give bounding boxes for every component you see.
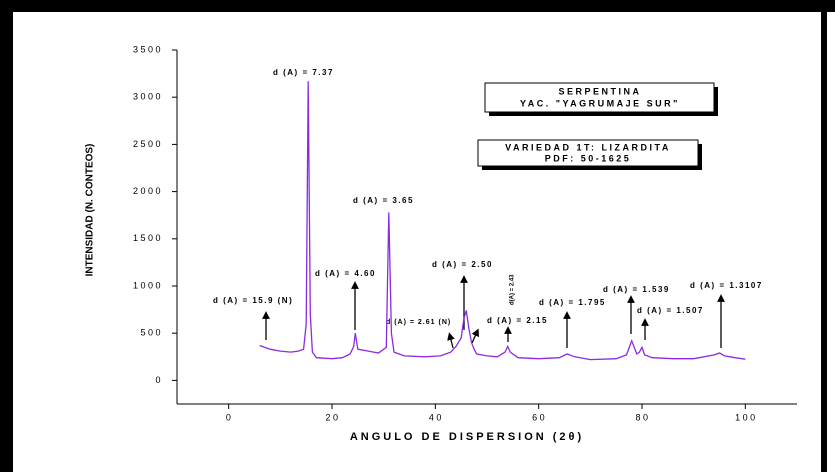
spectrum-line bbox=[259, 81, 746, 361]
arrow bbox=[471, 328, 479, 344]
y-axis-label: INTENSIDAD (N. CONTEOS) bbox=[85, 144, 96, 277]
arrows bbox=[262, 275, 725, 349]
box-text: YAC. "YAGRUMAJE SUR" bbox=[520, 98, 680, 108]
annotation: d (A) = 1.539 bbox=[603, 285, 670, 294]
annotation: d (A) = 2.61 (N) bbox=[386, 319, 451, 326]
x-axis-label: ANGULO DE DISPERSION (2θ) bbox=[350, 431, 584, 443]
x-tick-label: 20 bbox=[325, 412, 340, 422]
box-text: SERPENTINA bbox=[558, 86, 641, 96]
annotation: d (A) = 7.37 bbox=[273, 68, 334, 77]
x-tick-label: 60 bbox=[532, 412, 547, 422]
y-tick-label: 1500 bbox=[133, 233, 163, 243]
annotation: d (A) = 1.507 bbox=[637, 306, 704, 315]
x-tick-label: 80 bbox=[635, 412, 650, 422]
margin bbox=[827, 12, 835, 472]
y-tick-label: 3000 bbox=[133, 92, 163, 102]
y-tick-label: 1000 bbox=[133, 280, 163, 290]
box bbox=[484, 82, 715, 113]
x-tick-label: 100 bbox=[735, 412, 758, 422]
box bbox=[477, 139, 699, 167]
y-tick-label: 500 bbox=[140, 328, 163, 338]
box-text: PDF: 50-1625 bbox=[545, 153, 632, 163]
y-tick-label: 0 bbox=[155, 375, 163, 385]
annotation: d (A) = 4.60 bbox=[315, 269, 376, 278]
annotation: d (A) = 1.3107 bbox=[690, 281, 763, 290]
annotation: d (A) = 3.65 bbox=[353, 196, 414, 205]
annotation: d (A) = 2.50 bbox=[432, 260, 493, 269]
box-text: VARIEDAD 1T: LIZARDITA bbox=[505, 142, 671, 152]
y-tick-label: 2500 bbox=[133, 139, 163, 149]
annotation: d (A) = 1.795 bbox=[539, 298, 606, 307]
annotation: d (A) = 2.15 bbox=[487, 316, 548, 325]
arrow bbox=[447, 332, 455, 349]
x-tick-label: 0 bbox=[226, 412, 234, 422]
x-tick-label: 40 bbox=[429, 412, 444, 422]
annotation: d(A) = 2.43 bbox=[510, 274, 516, 305]
annotation: d (A) = 15.9 (N) bbox=[213, 296, 293, 305]
y-tick-label: 2000 bbox=[133, 186, 163, 196]
y-tick-label: 3500 bbox=[133, 44, 163, 54]
